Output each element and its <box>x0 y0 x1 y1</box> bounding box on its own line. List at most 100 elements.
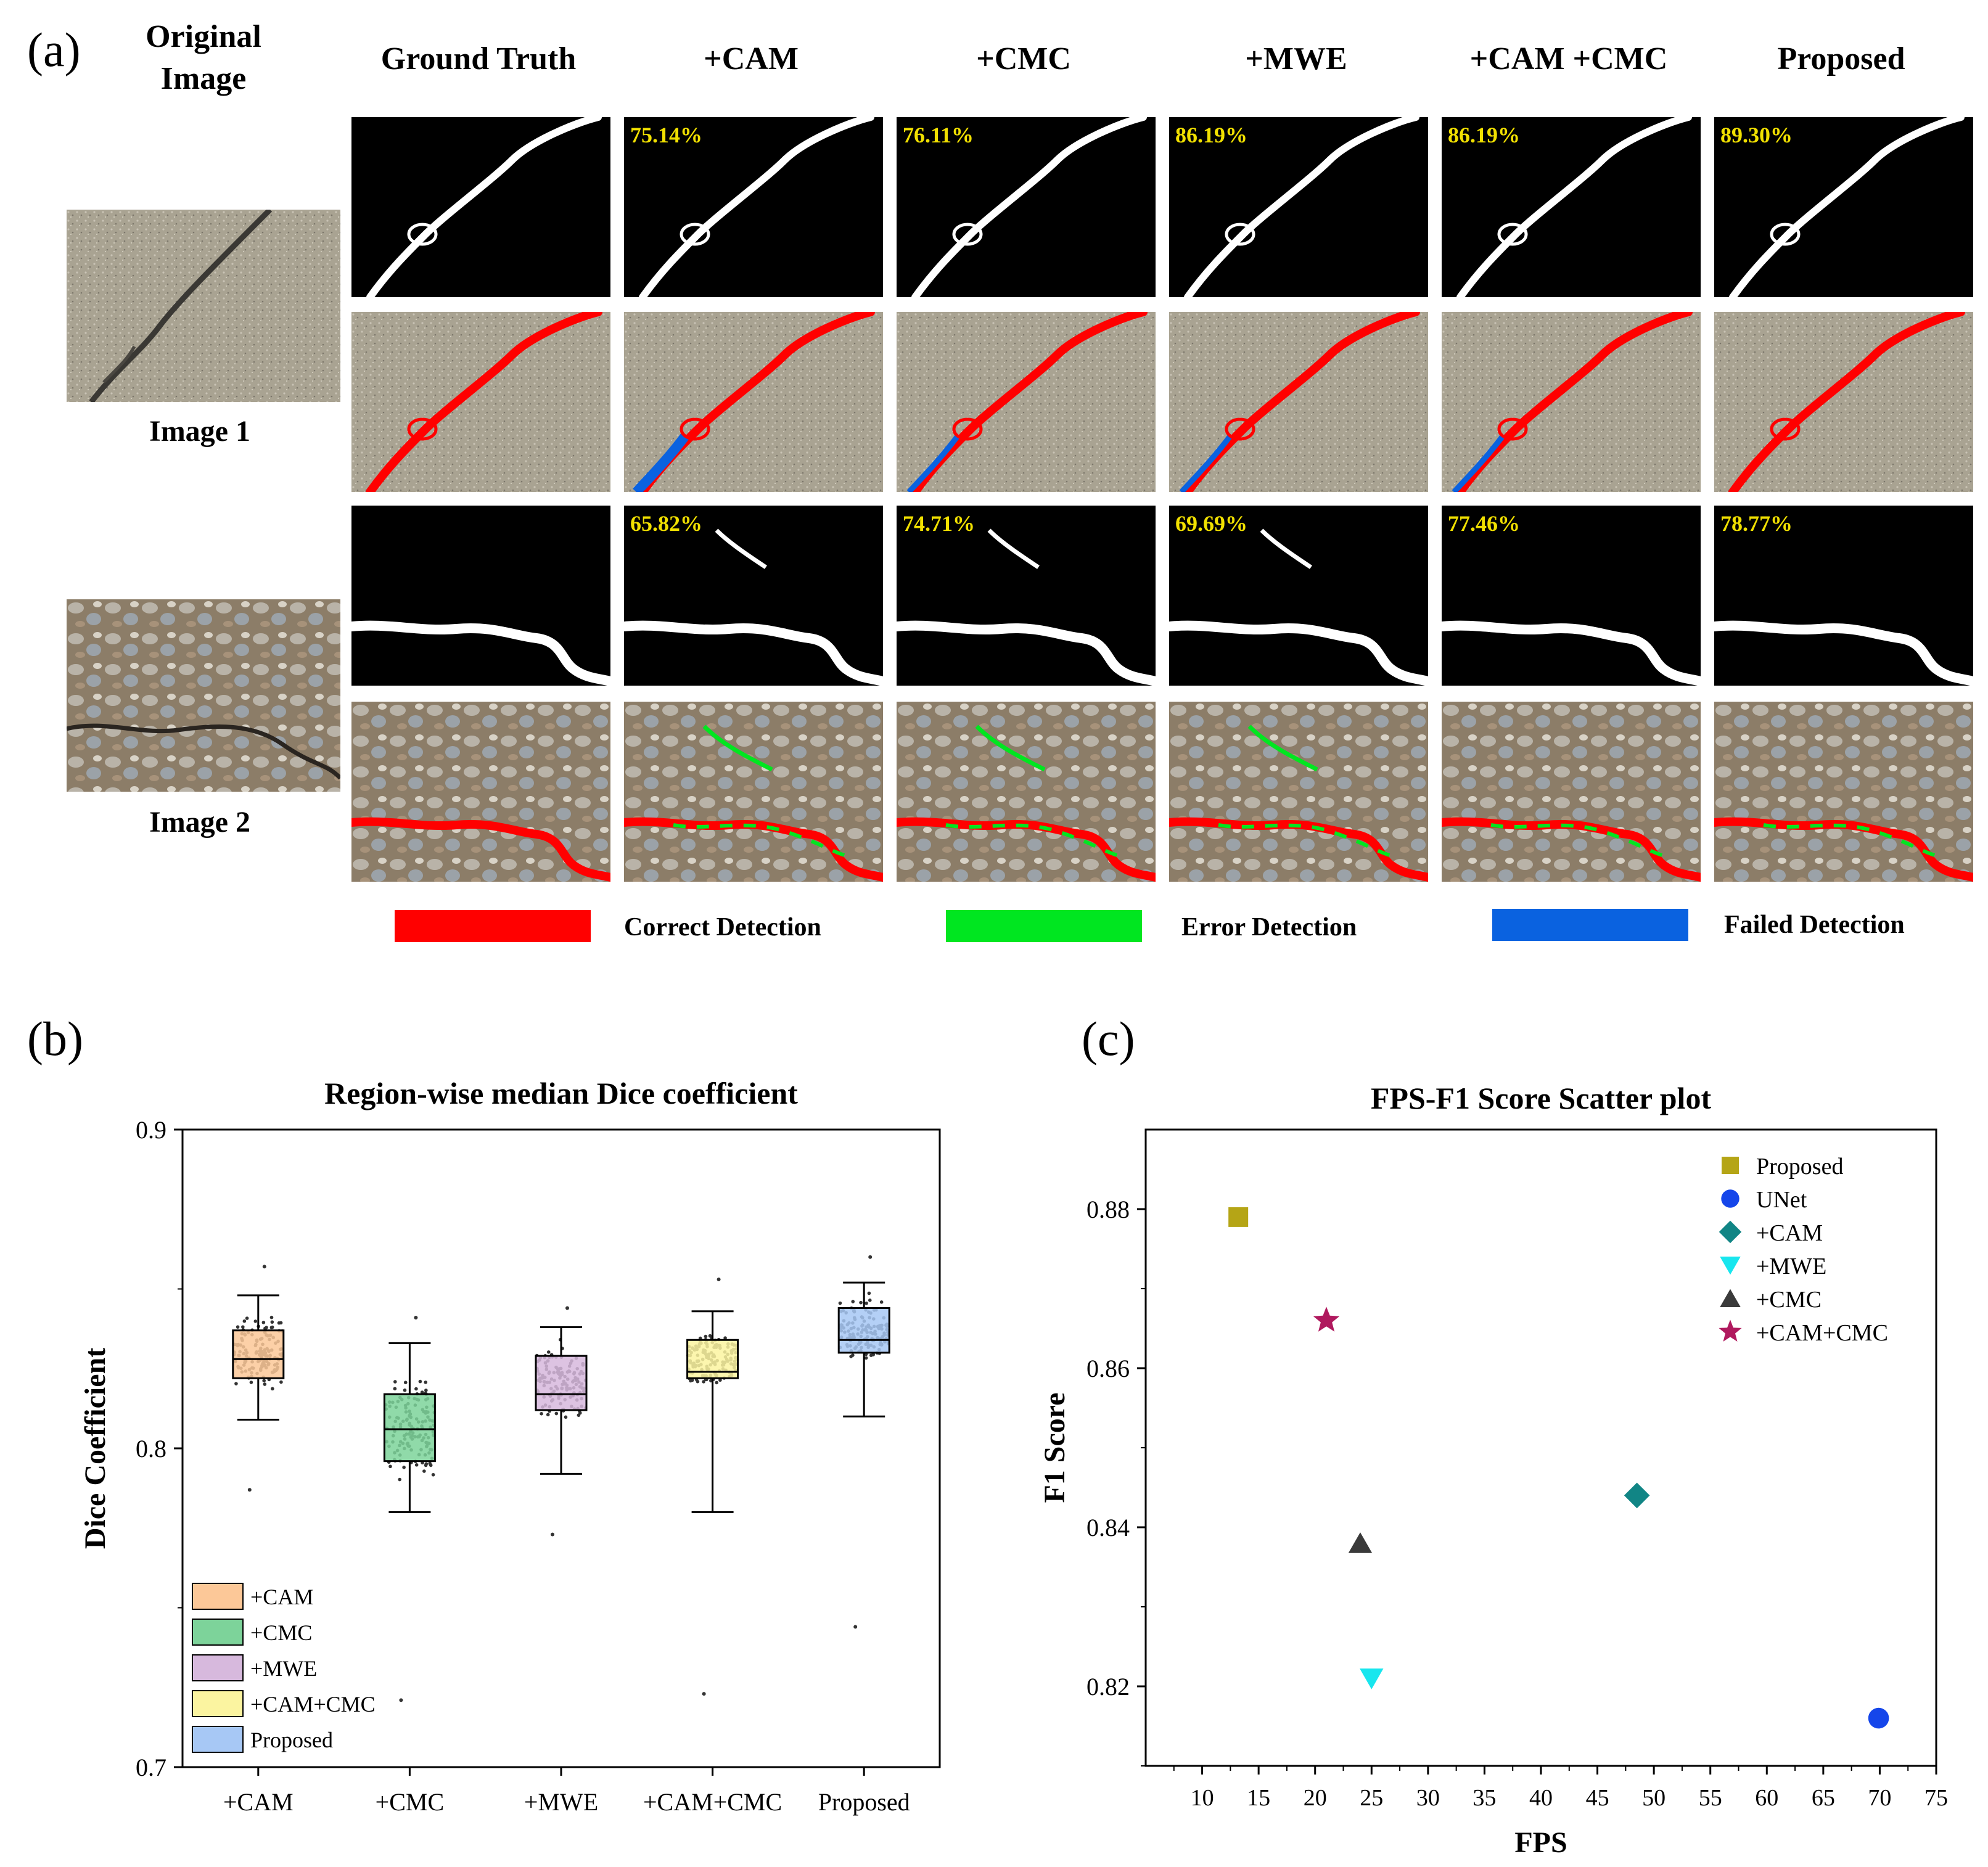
dice-score-label: 89.30% <box>1720 123 1793 147</box>
data-point <box>723 1336 727 1340</box>
mask-tile-image2 <box>351 506 610 686</box>
overlay-tile-image2 <box>1442 702 1701 882</box>
y-tick-label: 0.86 <box>1086 1355 1130 1382</box>
data-point <box>424 1389 428 1392</box>
legend-label: +MWE <box>250 1656 317 1681</box>
overlay-tile-image2 <box>624 702 883 882</box>
legend-marker <box>1719 1220 1742 1244</box>
crack-mask <box>1714 620 1973 686</box>
outlier-point <box>551 1532 554 1537</box>
error-detection-region <box>1247 724 1318 772</box>
mask-tile-image1: 75.14% <box>624 117 883 297</box>
data-point <box>261 1321 266 1324</box>
spurious-crack <box>987 528 1040 569</box>
outlier-point <box>702 1692 706 1696</box>
data-point <box>865 1301 868 1305</box>
x-tick-label: +CAM+CMC <box>643 1788 782 1816</box>
data-point <box>715 1381 719 1385</box>
legend-marker <box>1720 1257 1741 1275</box>
data-point <box>398 1477 401 1482</box>
legend-marker <box>1720 1289 1741 1307</box>
x-tick-label: 75 <box>1924 1785 1948 1811</box>
correct-detection-region <box>624 817 883 882</box>
data-point <box>554 1411 559 1416</box>
x-tick-label: 55 <box>1699 1785 1722 1811</box>
x-tick-label: 25 <box>1360 1785 1383 1811</box>
mask-tile-image2: 78.77% <box>1714 506 1973 686</box>
correct-detection-region <box>366 312 602 492</box>
x-tick-label: 20 <box>1304 1785 1327 1811</box>
x-tick-label: 35 <box>1473 1785 1496 1811</box>
outlier-point <box>247 1488 252 1492</box>
failed-detection-region <box>633 432 690 492</box>
x-tick-label: +CAM <box>223 1788 294 1816</box>
point-+CAM <box>1624 1482 1650 1509</box>
x-tick-label: 65 <box>1812 1785 1835 1811</box>
outlier-point <box>399 1698 403 1702</box>
legend-label: +CAM <box>1756 1220 1823 1246</box>
legend-label: UNet <box>1756 1187 1807 1213</box>
data-point <box>879 1300 884 1304</box>
crack-loop <box>1770 223 1801 246</box>
correct-detection-region <box>1728 312 1965 492</box>
data-point <box>546 1350 551 1354</box>
x-axis-label: FPS <box>1514 1826 1567 1859</box>
mask-tile-image1: 89.30% <box>1714 117 1973 297</box>
correct-detection-region <box>351 817 610 882</box>
box-+MWE <box>535 1355 588 1411</box>
column-header-cam-cmc: +CAM +CMC <box>1469 41 1668 76</box>
spurious-crack <box>715 528 767 569</box>
data-point <box>249 1381 253 1384</box>
original-header-line-2: Image <box>160 61 247 96</box>
failed-detection-region <box>906 433 961 492</box>
dice-score-label: 76.11% <box>903 123 974 147</box>
dice-score-label: 65.82% <box>630 511 702 536</box>
legend-correct-label: Correct Detection <box>624 913 821 942</box>
chart-title: Region-wise median Dice coefficient <box>324 1076 798 1110</box>
data-point <box>270 1320 274 1324</box>
crack-mask <box>1729 117 1965 297</box>
overlay-tile-image2 <box>897 702 1156 882</box>
data-point <box>838 1301 842 1305</box>
x-tick-label: 70 <box>1868 1785 1891 1811</box>
crack-mask <box>1442 620 1701 686</box>
crack-loop <box>1497 223 1528 246</box>
x-tick-label: +CMC <box>376 1788 444 1816</box>
dice-score-label: 86.19% <box>1448 123 1520 147</box>
error-detection-region <box>702 724 773 772</box>
mask-tile-image1 <box>351 117 610 297</box>
column-header-ground-truth: Ground Truth <box>380 41 577 76</box>
dice-score-label: 75.14% <box>630 123 702 147</box>
mask-tile-image2: 69.69% <box>1169 506 1428 686</box>
outlier-point <box>565 1306 569 1310</box>
box-Proposed <box>837 1307 890 1354</box>
x-tick-label: 15 <box>1247 1785 1270 1811</box>
image-1-label: Image 1 <box>149 415 250 448</box>
y-axis-label: F1 Score <box>1038 1392 1071 1503</box>
x-tick-label: 30 <box>1416 1785 1440 1811</box>
dice-score-label: 77.46% <box>1448 511 1520 536</box>
legend-label: +CAM+CMC <box>250 1692 376 1717</box>
y-tick-label: 0.8 <box>136 1435 166 1463</box>
data-point <box>265 1326 268 1329</box>
data-point <box>269 1315 274 1319</box>
crack-loop <box>1225 223 1255 246</box>
data-point <box>428 1461 432 1466</box>
legend-label: Proposed <box>250 1728 333 1752</box>
crack-loop <box>407 417 438 441</box>
point-+CAM+CMC <box>1313 1307 1340 1332</box>
correct-detection-region <box>1714 817 1973 882</box>
crack-loop <box>1225 417 1255 441</box>
legend-swatch <box>192 1583 244 1610</box>
legend-marker <box>1722 1157 1739 1174</box>
y-tick-label: 0.9 <box>136 1116 166 1144</box>
data-point <box>277 1321 281 1325</box>
overlay-tile-image2 <box>1714 702 1973 882</box>
crack-mask <box>911 117 1147 297</box>
failed-detection-region <box>1452 433 1506 492</box>
x-tick-label: Proposed <box>818 1788 910 1816</box>
data-point <box>234 1382 238 1385</box>
crack-loop <box>1497 417 1528 441</box>
